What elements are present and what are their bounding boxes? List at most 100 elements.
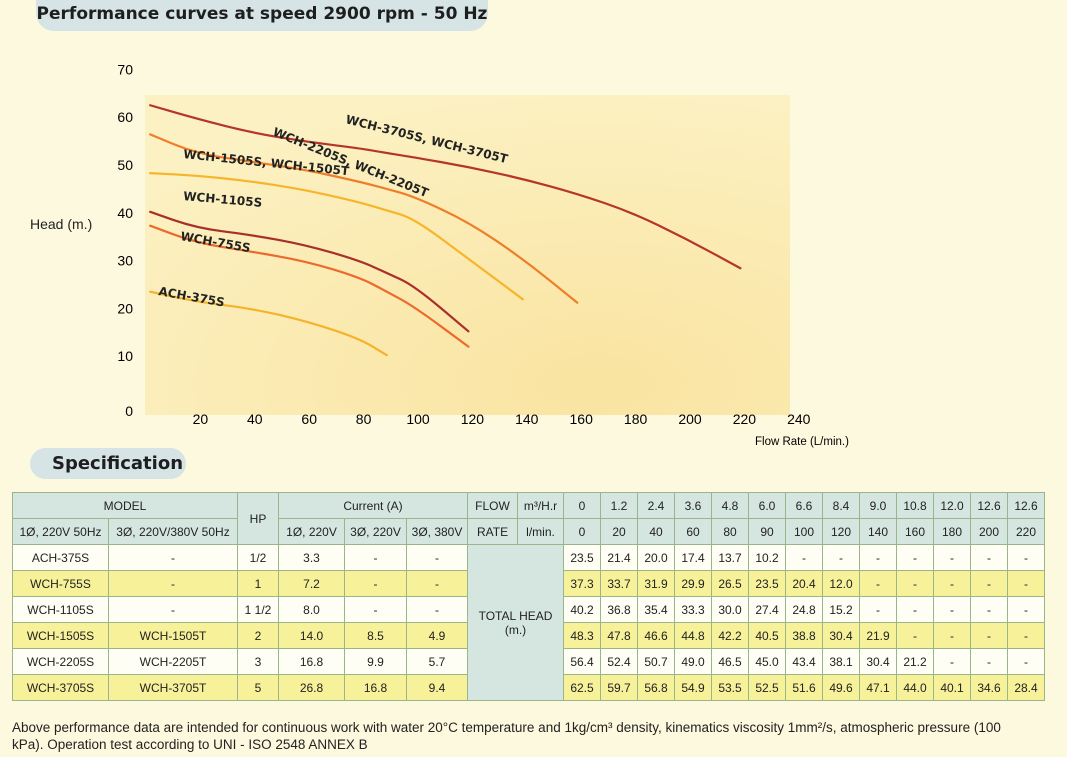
x-tick-label: 140 — [515, 411, 539, 427]
x-tick-label: 200 — [678, 411, 702, 427]
x-tick-label: 20 — [193, 411, 209, 427]
head-value-cell: 52.5 — [748, 674, 787, 701]
head-value-cell: 42.2 — [711, 622, 750, 649]
y-tick-label: 60 — [117, 109, 133, 125]
hp-cell: 1 — [237, 570, 279, 597]
flow-lmin-cell: 40 — [637, 518, 676, 545]
flow-m3h-cell: 0 — [563, 492, 602, 519]
c2-cell: 16.8 — [344, 674, 407, 701]
head-value-cell: - — [859, 544, 898, 571]
head-value-cell: - — [896, 570, 935, 597]
x-tick-label: 220 — [733, 411, 757, 427]
c2-cell: - — [344, 544, 407, 571]
head-value-cell: 54.9 — [674, 674, 713, 701]
head-value-cell: 44.0 — [896, 674, 935, 701]
head-value-cell: - — [933, 622, 972, 649]
total-head-text: TOTAL HEAD — [478, 608, 553, 623]
flow-m3h-cell: 9.0 — [859, 492, 898, 519]
flow-lmin-cell: 0 — [563, 518, 602, 545]
head-value-cell: 15.2 — [822, 596, 861, 623]
table-row: WCH-2205S WCH-2205T 3 16.8 9.9 5.7 56.4 52.4 50.… — [12, 648, 1046, 675]
head-value-cell: 50.7 — [637, 648, 676, 675]
x-axis-label: Flow Rate (L/min.) — [755, 436, 849, 448]
y-tick-label: 70 — [117, 61, 133, 77]
chart-title: Performance curves at speed 2900 rpm - 5… — [36, 0, 488, 31]
head-value-cell: 30.0 — [711, 596, 750, 623]
x-tick-label: 80 — [356, 411, 372, 427]
flow-m3h-cell: 6.6 — [785, 492, 824, 519]
head-value-cell: 47.8 — [600, 622, 639, 649]
flow-lmin-cell: 60 — [674, 518, 713, 545]
head-value-cell: 59.7 — [600, 674, 639, 701]
head-value-cell: 62.5 — [563, 674, 602, 701]
head-value-cell: - — [933, 570, 972, 597]
head-value-cell: 51.6 — [785, 674, 824, 701]
flow-m3h-cell: 12.0 — [933, 492, 972, 519]
flow-m3h-cell: 4.8 — [711, 492, 750, 519]
head-value-cell: - — [1007, 648, 1046, 675]
head-value-cell: - — [933, 596, 972, 623]
c3-cell: 5.7 — [405, 648, 469, 675]
model2-cell: - — [108, 570, 238, 597]
model1-cell: WCH-755S — [12, 570, 109, 597]
flow-lmin-cell: 20 — [600, 518, 639, 545]
head-value-cell: 24.8 — [785, 596, 824, 623]
flow-lmin-cell: 220 — [1007, 518, 1046, 545]
head-value-cell: 49.6 — [822, 674, 861, 701]
c2-cell: - — [344, 596, 407, 623]
head-value-cell: - — [970, 570, 1009, 597]
model1-cell: ACH-375S — [12, 544, 109, 571]
header-current: Current (A) — [277, 492, 469, 519]
head-value-cell: 35.4 — [637, 596, 676, 623]
head-value-cell: 13.7 — [711, 544, 750, 571]
head-value-cell: - — [970, 596, 1009, 623]
c3-cell: - — [405, 570, 469, 597]
c1-cell: 26.8 — [278, 674, 345, 701]
head-value-cell: 38.1 — [822, 648, 861, 675]
head-value-cell: - — [1007, 596, 1046, 623]
curve-ach-375s — [149, 290, 388, 357]
head-value-cell: 17.4 — [674, 544, 713, 571]
hp-cell: 1/2 — [237, 544, 279, 571]
header-flow: FLOW — [467, 492, 519, 519]
header-current-1ph-220: 1Ø, 220V — [278, 518, 345, 545]
head-value-cell: - — [970, 544, 1009, 571]
head-value-cell: 31.9 — [637, 570, 676, 597]
head-value-cell: 20.0 — [637, 544, 676, 571]
table-row: ACH-375S -1/2 3.3- - TOTAL HEAD (m.) 23.5 21.4 2… — [12, 544, 1046, 701]
hp-cell: 2 — [237, 622, 279, 649]
head-value-cell: 45.0 — [748, 648, 787, 675]
flow-m3h-cell: 8.4 — [822, 492, 861, 519]
head-value-cell: 29.9 — [674, 570, 713, 597]
flow-m3h-cell: 2.4 — [637, 492, 676, 519]
flow-m3h-cell: 10.8 — [896, 492, 935, 519]
specification-table: MODEL HP Current (A) FLOW m³/H.r 0 1.2 2.4… — [12, 492, 1046, 701]
y-tick-label: 30 — [117, 253, 133, 269]
flow-m3h-cell: 3.6 — [674, 492, 713, 519]
y-axis-label: Head (m.) — [30, 216, 93, 232]
x-tick-label: 100 — [406, 411, 430, 427]
y-tick-label: 40 — [117, 205, 133, 221]
model2-cell: - — [108, 596, 238, 623]
c1-cell: 16.8 — [278, 648, 345, 675]
header-model-1ph: 1Ø, 220V 50Hz — [12, 518, 109, 545]
table-row: WCH-3705S WCH-3705T 5 26.8 16.8 9.4 62.5 59.7 56… — [12, 674, 1046, 701]
head-value-cell: 21.4 — [600, 544, 639, 571]
head-value-cell: 33.7 — [600, 570, 639, 597]
head-value-cell: - — [896, 544, 935, 571]
flow-m3h-cell: 1.2 — [600, 492, 639, 519]
head-value-cell: 56.4 — [563, 648, 602, 675]
y-tick-label: 10 — [117, 348, 133, 364]
model1-cell: WCH-1105S — [12, 596, 109, 623]
x-tick-label: 120 — [461, 411, 485, 427]
head-value-cell: - — [970, 648, 1009, 675]
head-value-cell: - — [933, 648, 972, 675]
head-value-cell: - — [859, 596, 898, 623]
head-value-cell: 48.3 — [563, 622, 602, 649]
model2-cell: WCH-3705T — [108, 674, 238, 701]
curve-label: WCH-1105S — [183, 189, 263, 210]
performance-chart: 0 10 20 30 40 50 60 70 20 40 60 80 100 120 140 160 180 20… — [117, 61, 849, 448]
head-value-cell: - — [859, 570, 898, 597]
curve-wch-1505s — [149, 172, 524, 301]
head-value-cell: 56.8 — [637, 674, 676, 701]
